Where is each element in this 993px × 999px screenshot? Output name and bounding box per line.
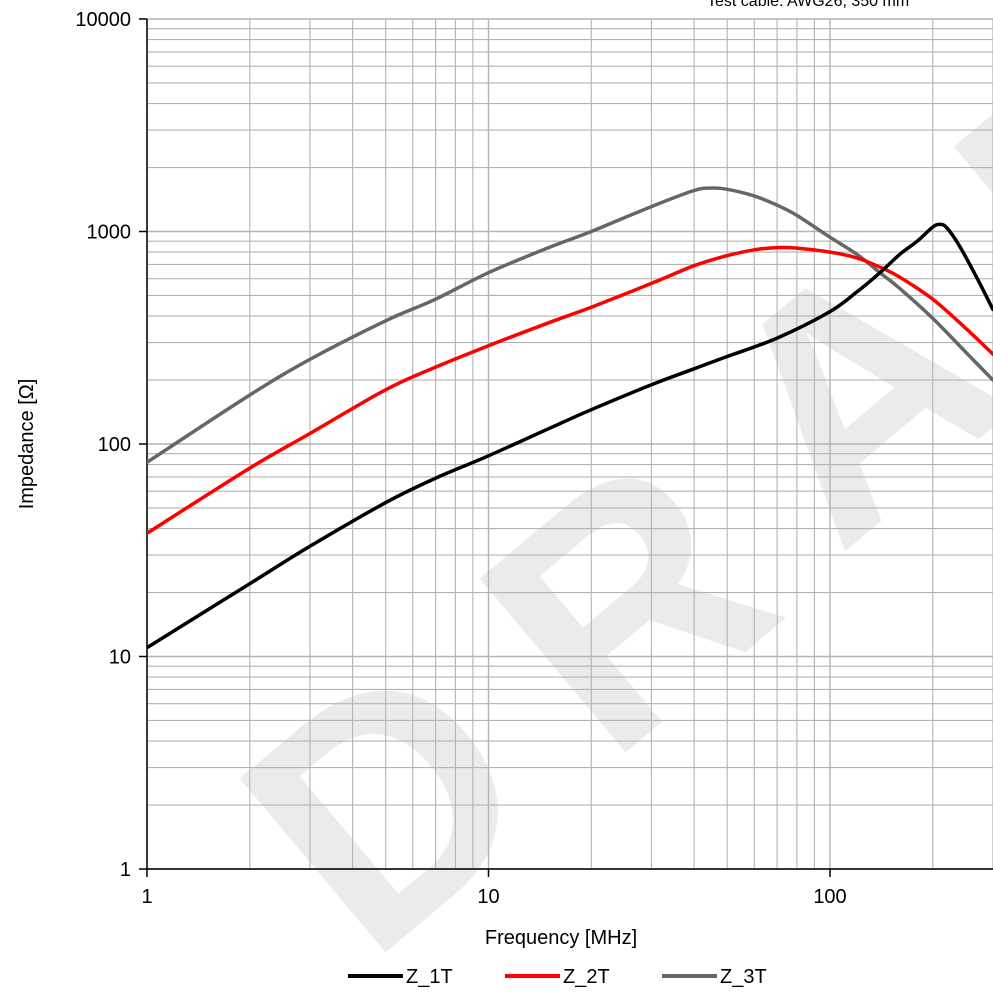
legend: Z_1T Z_2T Z_3T — [348, 966, 767, 988]
y-tick-label: 100 — [98, 434, 131, 456]
x-tick-label: 1 — [141, 886, 152, 908]
series-line-z-3t — [147, 186, 993, 465]
x-axis-title: Frequency [MHz] — [485, 927, 637, 949]
x-tick-label: 100 — [813, 886, 846, 908]
series-line-z-2t — [147, 245, 993, 536]
axes — [139, 18, 993, 877]
grid — [146, 18, 993, 870]
y-tick-label: 10 — [109, 647, 131, 669]
test-note: Test cable: AWG26, 350 mm — [707, 0, 909, 10]
tick-labels: 1 10 100 1000 10000 1 10 100 — [75, 9, 846, 908]
watermark: DRAFT — [177, 0, 993, 999]
y-tick-label: 1 — [120, 859, 131, 881]
legend-label: Z_2T — [563, 966, 610, 988]
y-tick-label: 10000 — [75, 9, 131, 31]
y-axis-title: Impedance [Ω] — [16, 379, 38, 510]
series-lines — [147, 186, 993, 650]
series-line-z-1t — [147, 222, 993, 650]
legend-label: Z_3T — [720, 966, 767, 988]
legend-label: Z_1T — [406, 966, 453, 988]
y-tick-label: 1000 — [87, 222, 132, 244]
x-tick-label: 10 — [477, 886, 499, 908]
